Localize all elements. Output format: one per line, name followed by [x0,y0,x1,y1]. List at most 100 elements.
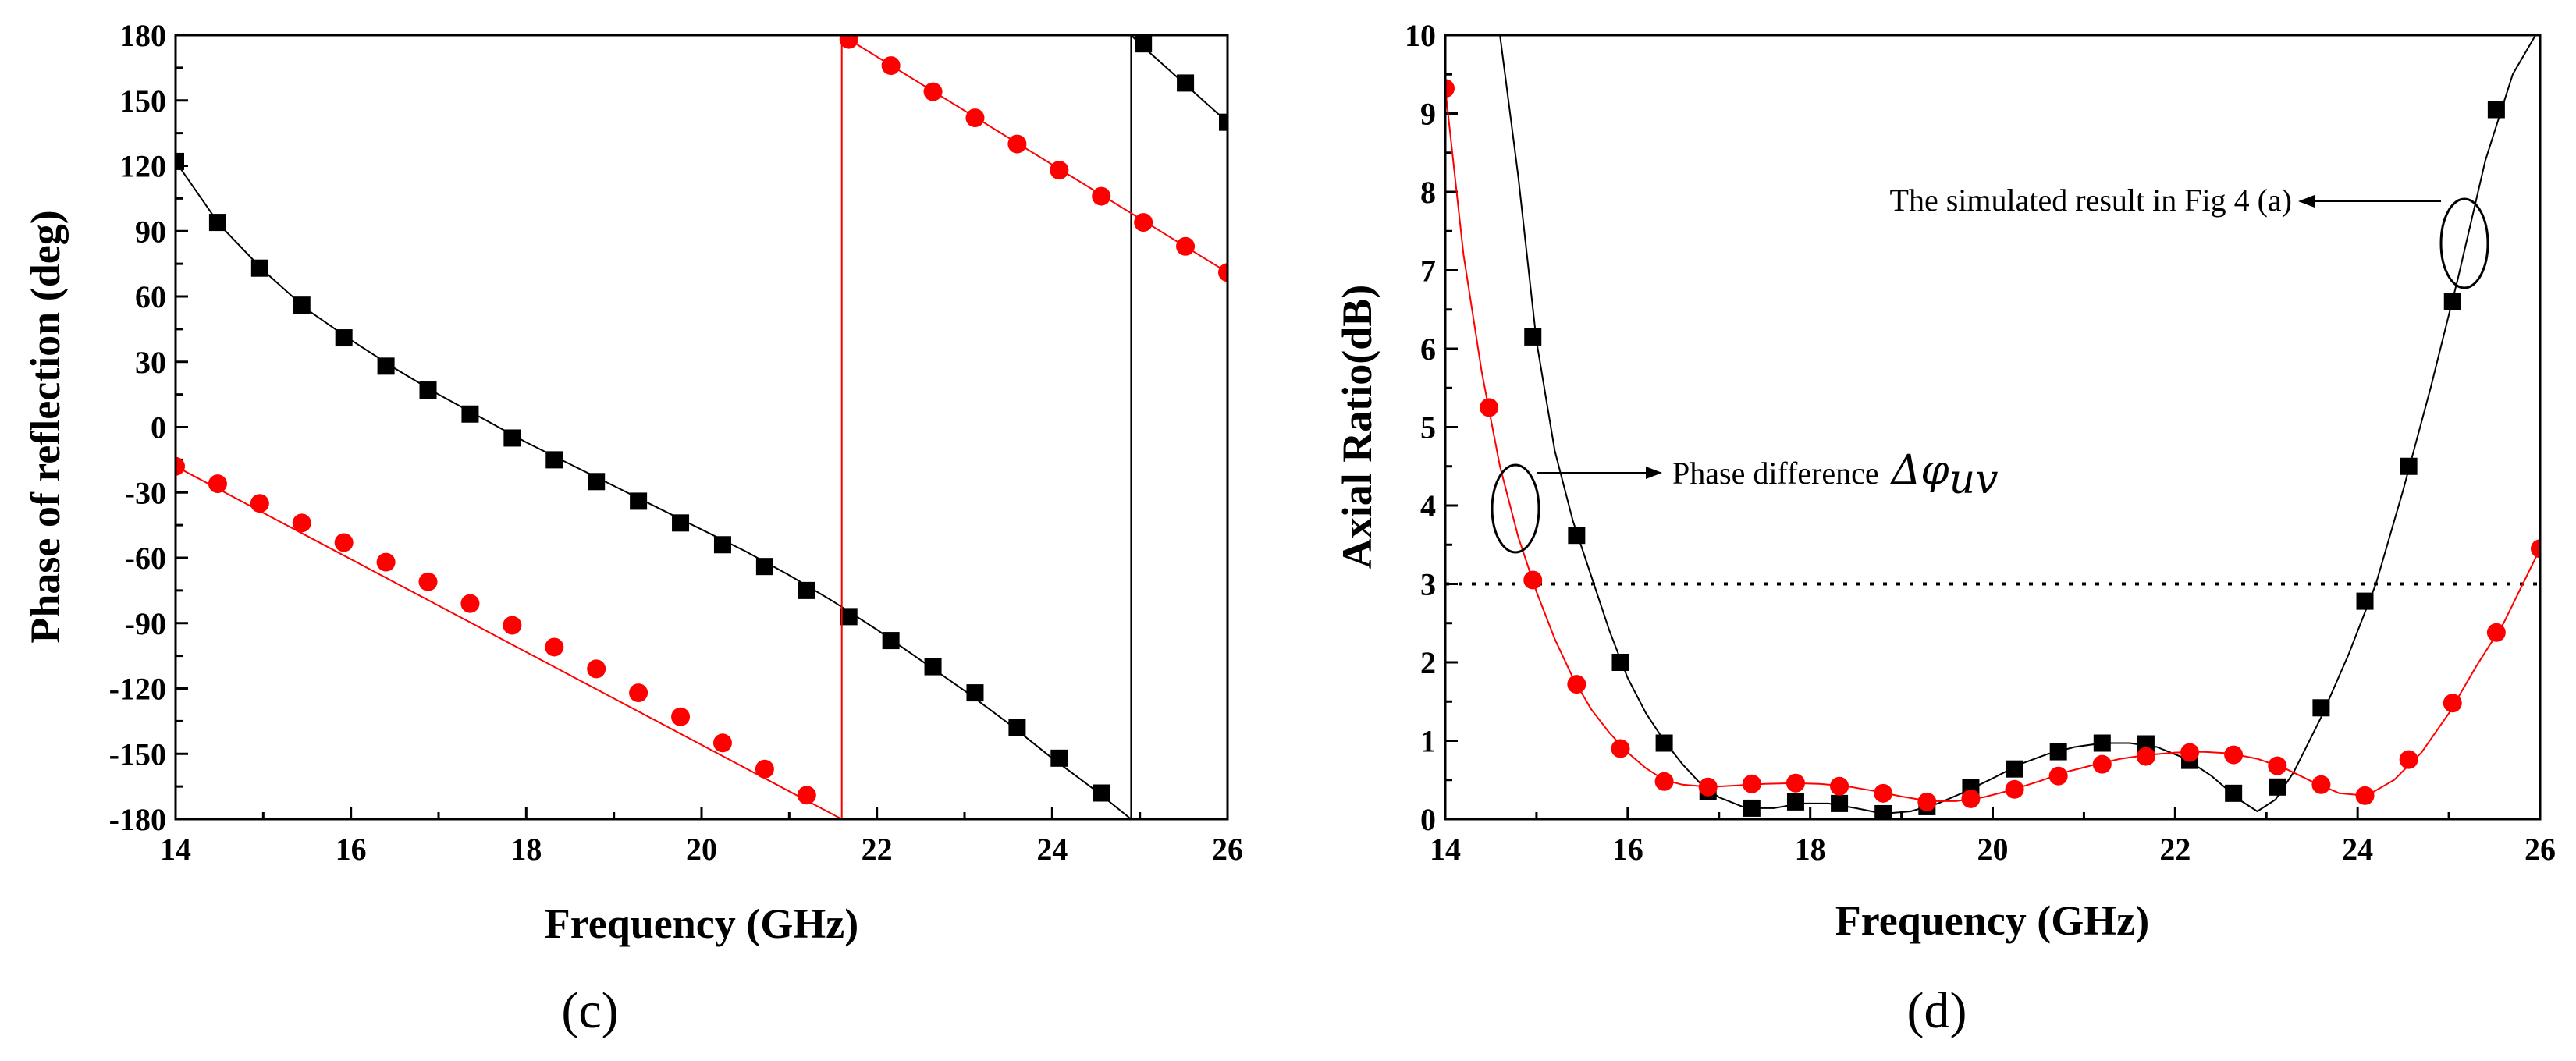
x-tick-label: 14 [160,832,191,867]
y-tick-label: 90 [135,214,166,249]
panel-c-y-axis-title: Phase of reflection (deg) [22,210,69,643]
series-black-marker [2400,457,2418,475]
series-red-marker [1785,773,1805,793]
panel-c-x-tick-labels: 14 16 18 20 22 24 26 [160,832,1243,867]
series-red-marker [2311,775,2331,794]
series-black-marker [250,259,268,277]
panel-d-series [1445,35,2540,819]
y-tick-label: -90 [125,606,166,641]
series-red-marker [881,56,901,76]
y-tick-label: 1 [1420,724,1436,759]
series-black-marker [630,492,648,510]
series-red-marker [1567,675,1586,694]
x-tick-label: 26 [1212,832,1243,867]
series-black-marker [293,296,311,314]
series-black-marker [2049,743,2067,761]
series-red-marker [1445,79,1455,98]
series-black-marker [1786,793,1804,811]
x-tick-label: 26 [2524,832,2556,867]
series-red-marker [1480,398,1499,417]
panel-c-phase-chart: 14 16 18 20 22 24 26 180 150 120 90 60 30 0 -30 -60 -90… [22,18,1243,1039]
y-tick-label: -60 [125,541,166,576]
y-tick-label: 10 [1405,18,1436,53]
series-red-marker [2048,766,2068,786]
series-red [176,35,1228,819]
annotation-phase-difference-arrowhead [1646,467,1662,479]
annotation-phase-difference: Phase difference Δφuv [1491,447,1999,554]
series-black-marker [2093,734,2111,752]
series-red-marker [2355,786,2375,805]
series-red-marker [2486,623,2506,642]
series-black-marker [461,405,479,423]
y-tick-label: 8 [1420,175,1436,210]
x-tick-label: 20 [1977,832,2009,867]
y-tick-label: 60 [135,279,166,314]
series-black-marker [798,581,815,599]
series-red-marker [1874,783,1893,803]
series-red-marker [176,456,185,476]
series-black [176,35,1228,819]
annotation-phase-difference-label: Phase difference Δφuv [1672,447,1999,503]
series-black-marker [1008,719,1026,736]
y-tick-label: 120 [119,149,166,184]
x-tick-label: 24 [2342,832,2373,867]
series-black-marker [1177,74,1195,92]
panel-d-y-axis-title: Axial Ratio(dB) [1334,285,1380,570]
series-red-marker [839,35,858,49]
series-red-marker [755,759,774,779]
series-black-marker [1219,113,1228,131]
x-tick-label: 22 [862,832,893,867]
x-tick-label: 16 [336,832,367,867]
panel-c-x-axis-title: Frequency (GHz) [545,900,858,947]
panel-c-label: (c) [561,982,618,1039]
panel-c-series [176,35,1228,819]
series-red-marker [629,683,648,703]
annotation-simulated-result-text: The simulated result in Fig 4 (a) [1890,183,2292,218]
series-red-marker [965,108,985,128]
y-tick-label: -120 [109,672,166,707]
series-black-marker [545,451,563,469]
series-red-marker [503,616,522,635]
series-black-marker [1093,784,1110,802]
series-red-marker [460,594,480,613]
series-red-marker [208,474,227,494]
series-red-marker [1698,777,1718,797]
y-tick-label: 4 [1420,488,1436,523]
series-red-marker [1742,774,1761,793]
series-black-marker [755,558,773,576]
series-red-marker [2443,694,2462,713]
series-red-marker [1007,134,1027,154]
series-red-marker [1611,739,1630,758]
series-black-marker [176,152,184,170]
series-red-marker [1830,776,1849,796]
series-black-marker [377,357,395,375]
series-black-marker [1831,794,1849,812]
series-black-marker [2269,778,2286,796]
y-tick-label: 3 [1420,567,1436,602]
y-tick-label: 6 [1420,332,1436,367]
series-black-marker [1050,749,1068,767]
y-tick-label: 30 [135,345,166,380]
series-red-marker [2136,747,2155,766]
annotation-simulated-result-ellipse [2439,197,2489,289]
y-tick-label: 180 [119,18,166,53]
y-tick-label: 0 [1420,802,1436,837]
series-red-marker [2180,743,2200,762]
series-black-marker [2356,592,2374,610]
y-tick-label: -150 [109,736,166,772]
y-tick-label: 5 [1420,410,1436,445]
annotation-phase-difference-ellipse [1491,463,1540,554]
panel-c-y-tick-labels: 180 150 120 90 60 30 0 -30 -60 -90 -120 -150 -180 [109,18,166,837]
y-tick-label: 150 [119,83,166,119]
panel-d-plot-frame [1444,34,2542,821]
x-tick-label: 18 [510,832,542,867]
series-black-marker [2443,293,2461,310]
series-red [1445,79,2540,811]
x-tick-label: 24 [1036,832,1068,867]
series-red-marker [1917,792,1937,811]
panel-d-x-tick-labels: 14 16 18 20 22 24 26 [1430,832,2556,867]
series-black-marker [924,658,942,676]
y-tick-label: 0 [151,410,166,445]
